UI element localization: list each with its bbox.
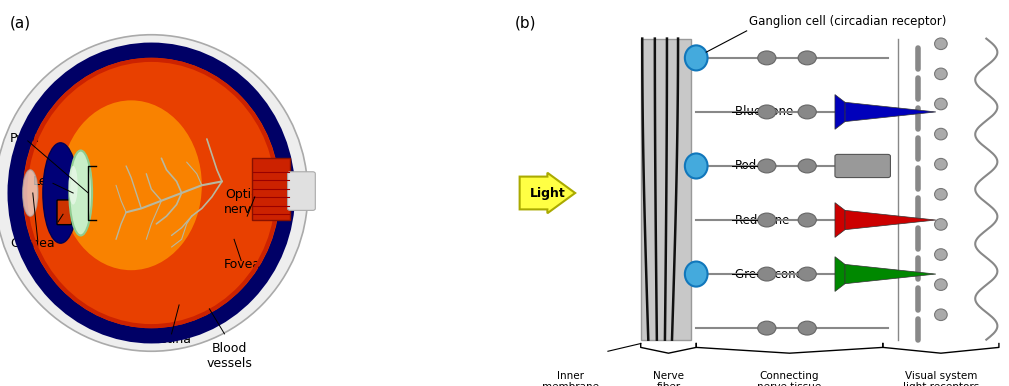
Text: (b): (b) bbox=[515, 15, 536, 30]
Polygon shape bbox=[835, 95, 846, 129]
Circle shape bbox=[798, 267, 816, 281]
Text: Red cone: Red cone bbox=[735, 213, 789, 227]
Text: Blood
vessels: Blood vessels bbox=[207, 342, 252, 370]
Polygon shape bbox=[846, 102, 936, 122]
Text: Connecting
nerve tissue: Connecting nerve tissue bbox=[758, 371, 821, 386]
Ellipse shape bbox=[15, 50, 288, 336]
Text: Green cone: Green cone bbox=[735, 267, 802, 281]
Text: Cornea: Cornea bbox=[10, 237, 54, 250]
Text: Nerve
fiber
layer: Nerve fiber layer bbox=[653, 371, 684, 386]
Ellipse shape bbox=[22, 170, 38, 216]
Text: (a): (a) bbox=[10, 15, 31, 30]
Circle shape bbox=[798, 159, 816, 173]
Ellipse shape bbox=[61, 100, 202, 270]
Text: Visual system
light receptors: Visual system light receptors bbox=[903, 371, 979, 386]
FancyBboxPatch shape bbox=[641, 39, 691, 340]
Text: Inner
membrane: Inner membrane bbox=[542, 371, 598, 386]
Text: Pupil: Pupil bbox=[10, 132, 40, 146]
Ellipse shape bbox=[934, 188, 947, 200]
FancyBboxPatch shape bbox=[835, 154, 890, 178]
Polygon shape bbox=[846, 210, 936, 230]
Circle shape bbox=[758, 51, 776, 65]
Ellipse shape bbox=[70, 151, 92, 235]
Ellipse shape bbox=[685, 262, 707, 286]
Polygon shape bbox=[835, 203, 846, 237]
Circle shape bbox=[798, 321, 816, 335]
Text: Retina: Retina bbox=[151, 333, 192, 346]
Text: Fovea: Fovea bbox=[224, 258, 260, 271]
Text: Light: Light bbox=[530, 186, 565, 200]
Text: Optic
nerve: Optic nerve bbox=[224, 188, 260, 216]
Text: Rod: Rod bbox=[735, 159, 757, 173]
Ellipse shape bbox=[934, 158, 947, 170]
Circle shape bbox=[798, 51, 816, 65]
Ellipse shape bbox=[934, 128, 947, 140]
Text: Iris: Iris bbox=[45, 217, 65, 230]
Circle shape bbox=[758, 267, 776, 281]
Ellipse shape bbox=[685, 46, 707, 71]
Circle shape bbox=[758, 105, 776, 119]
Circle shape bbox=[758, 321, 776, 335]
Circle shape bbox=[798, 213, 816, 227]
Ellipse shape bbox=[934, 218, 947, 230]
Polygon shape bbox=[835, 257, 846, 291]
FancyArrow shape bbox=[520, 173, 575, 213]
Text: Blue cone: Blue cone bbox=[735, 105, 793, 119]
FancyBboxPatch shape bbox=[252, 158, 291, 220]
Ellipse shape bbox=[934, 309, 947, 320]
Circle shape bbox=[758, 159, 776, 173]
Circle shape bbox=[758, 213, 776, 227]
Ellipse shape bbox=[934, 249, 947, 260]
Ellipse shape bbox=[934, 98, 947, 110]
Ellipse shape bbox=[685, 154, 707, 178]
Text: Lens: Lens bbox=[32, 175, 62, 188]
Ellipse shape bbox=[934, 68, 947, 80]
FancyBboxPatch shape bbox=[288, 172, 315, 210]
Ellipse shape bbox=[69, 166, 78, 205]
FancyBboxPatch shape bbox=[57, 200, 72, 225]
Ellipse shape bbox=[934, 38, 947, 49]
Text: Ganglion cell (circadian receptor): Ganglion cell (circadian receptor) bbox=[749, 15, 946, 29]
Ellipse shape bbox=[0, 35, 308, 351]
Circle shape bbox=[798, 105, 816, 119]
Polygon shape bbox=[846, 264, 936, 284]
Ellipse shape bbox=[42, 143, 79, 243]
Ellipse shape bbox=[934, 279, 947, 290]
